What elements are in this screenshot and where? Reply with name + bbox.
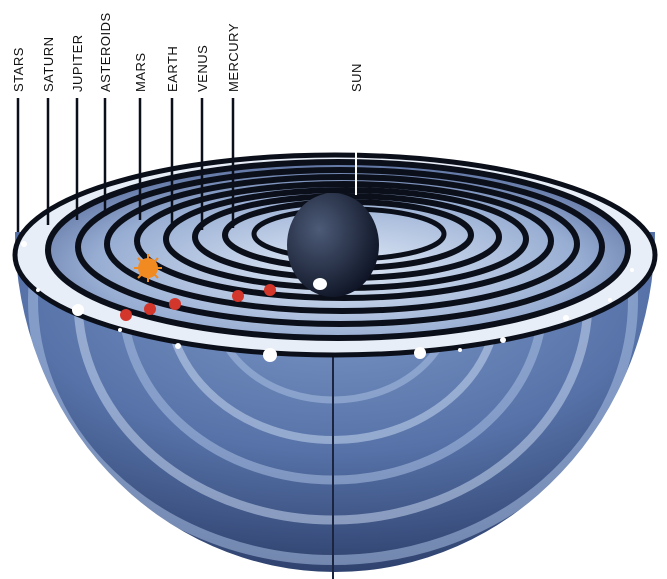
- label-asteroids: ASTEROIDS: [98, 12, 113, 92]
- planet-saturn-dot: [120, 309, 132, 321]
- ring-mars: [134, 181, 554, 301]
- ring-jupiter: [75, 167, 605, 327]
- planet-mercury-dot: [264, 284, 276, 296]
- label-stars: STARS: [11, 47, 26, 92]
- sun-icon: [134, 254, 162, 282]
- ring-asteroids: [104, 174, 580, 314]
- star-dots: [21, 241, 634, 362]
- label-venus: VENUS: [195, 45, 210, 92]
- label-sun: SUN: [349, 63, 364, 92]
- labels: STARS SATURN JUPITER ASTEROIDS MARS EART…: [11, 12, 364, 92]
- label-earth: EARTH: [165, 46, 180, 92]
- planet-jupiter-dot: [144, 303, 156, 315]
- earth-center: [287, 193, 379, 297]
- planet-mars-dot: [169, 298, 181, 310]
- label-jupiter: JUPITER: [70, 34, 85, 92]
- planet-markers: [120, 254, 276, 321]
- label-mercury: MERCURY: [226, 23, 241, 92]
- pointer-lines: [16, 98, 357, 232]
- label-mars: MARS: [133, 52, 148, 92]
- label-saturn: SATURN: [41, 37, 56, 92]
- planet-venus-dot: [232, 290, 244, 302]
